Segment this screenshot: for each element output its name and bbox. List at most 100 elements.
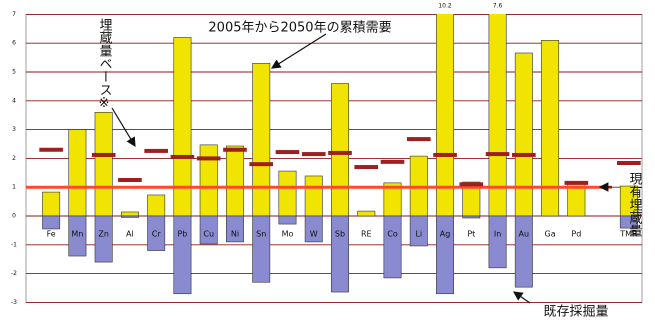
reserve-base-marker (459, 182, 484, 187)
x-tick-label: Mo (282, 230, 294, 239)
bar (514, 215, 533, 288)
x-tick-label: Ga (545, 230, 556, 239)
bar (331, 215, 349, 293)
bar (252, 215, 271, 283)
value-label: 10.2 (438, 3, 452, 10)
bar (252, 63, 271, 217)
x-tick-label: RE (361, 230, 372, 239)
bar (225, 145, 244, 217)
bar (409, 215, 428, 247)
y-tick-label: 1 (12, 184, 16, 191)
bar (304, 215, 323, 243)
reserve-base-marker (328, 150, 352, 155)
bar (462, 215, 481, 219)
x-tick-label: Ag (440, 230, 451, 239)
reserve-base-marker (564, 180, 589, 185)
reserve-base-marker (354, 165, 379, 170)
series-label: 2005年から2050年の累積需要 (208, 21, 391, 36)
x-tick-label: W (310, 230, 318, 239)
bar (120, 211, 139, 217)
y-tick-label: 2 (12, 155, 16, 162)
bar (94, 112, 113, 217)
reserve-base-marker (512, 152, 536, 157)
y-tick-label: 6 (12, 40, 16, 47)
reserve-base-marker (249, 162, 274, 167)
bar (514, 52, 533, 217)
y-tick-label: 7 (12, 11, 16, 18)
x-tick-label: Pd (571, 230, 581, 239)
bar (42, 191, 61, 217)
reserve-base-marker (485, 152, 510, 157)
bar (436, 14, 455, 217)
arrow (111, 107, 136, 148)
reserve-base-marker (433, 152, 457, 157)
value-label: 7.6 (493, 3, 503, 10)
bar (488, 215, 507, 269)
x-tick-label: Mn (71, 230, 83, 239)
x-tick-label: Au (519, 230, 530, 239)
bar (357, 210, 376, 217)
bar (436, 215, 455, 295)
series-label: 既存採掘量 (543, 305, 608, 320)
bar (199, 144, 218, 217)
y-tick-label: 3 (12, 126, 16, 133)
overlay: 10.2 7.6 Fe Mn Zn Al Cr Pb Cu Ni Sn Mo W Sb RE Co Li Ag Pt… (26, 3, 642, 320)
x-tick-label: Sb (335, 230, 345, 239)
bar (42, 215, 61, 230)
bars (42, 14, 638, 295)
x-tick-label: Li (415, 230, 422, 239)
x-tick-label: Pt (467, 230, 475, 239)
reserve-base-marker (170, 154, 195, 159)
x-tick-label: TMR (619, 230, 638, 239)
reference-label: 現有埋蔵量 (627, 172, 643, 237)
x-tick-label: Cr (152, 230, 162, 239)
reserve-base-marker (39, 147, 63, 152)
bar (278, 215, 297, 225)
bar (331, 83, 349, 217)
x-tick-label: Pb (177, 230, 187, 239)
reserve-base-marker (91, 152, 116, 157)
bar (199, 215, 218, 245)
x-tick-label: Ni (231, 230, 239, 239)
arrow (513, 291, 531, 304)
x-tick-label: Al (126, 230, 134, 239)
bar (147, 194, 166, 217)
bar (383, 215, 402, 279)
reserve-base-marker (406, 137, 431, 142)
bar (173, 37, 192, 217)
y-tick-label: 0 (12, 213, 16, 220)
x-tick-label: Sn (256, 230, 266, 239)
x-tick-label: In (494, 230, 501, 239)
y-tick-label: 5 (12, 69, 16, 76)
y-tick-label: -2 (11, 270, 17, 277)
reserve-base-marker (144, 148, 168, 153)
reserve-base-marker (223, 147, 247, 152)
arrow (270, 33, 327, 69)
x-tick-label: Fe (47, 230, 56, 239)
y-tick-label: -3 (11, 299, 17, 306)
bar (541, 40, 560, 217)
reserve-base-marker (380, 159, 405, 164)
bar (120, 215, 139, 218)
reserve-base-marker (196, 156, 221, 161)
bar (278, 170, 297, 217)
bar (68, 129, 87, 217)
x-tick-label: Co (387, 230, 398, 239)
bar (225, 215, 244, 243)
y-tick-label: 4 (12, 97, 16, 104)
bar (147, 215, 166, 251)
bar (173, 215, 192, 295)
y-tick-label: -1 (11, 241, 17, 248)
bar (488, 14, 507, 217)
x-tick-label: Cu (203, 230, 214, 239)
reserve-base-marker (275, 150, 300, 155)
bar (619, 215, 638, 229)
reserve-base-marker (301, 152, 326, 157)
bar (94, 215, 113, 263)
reserve-base-marker (118, 178, 142, 182)
series-label: 埋蔵量ベース※ (97, 18, 113, 111)
bar (68, 215, 87, 257)
reserve-base-marker (617, 161, 641, 166)
x-tick-label: Zn (98, 230, 109, 239)
